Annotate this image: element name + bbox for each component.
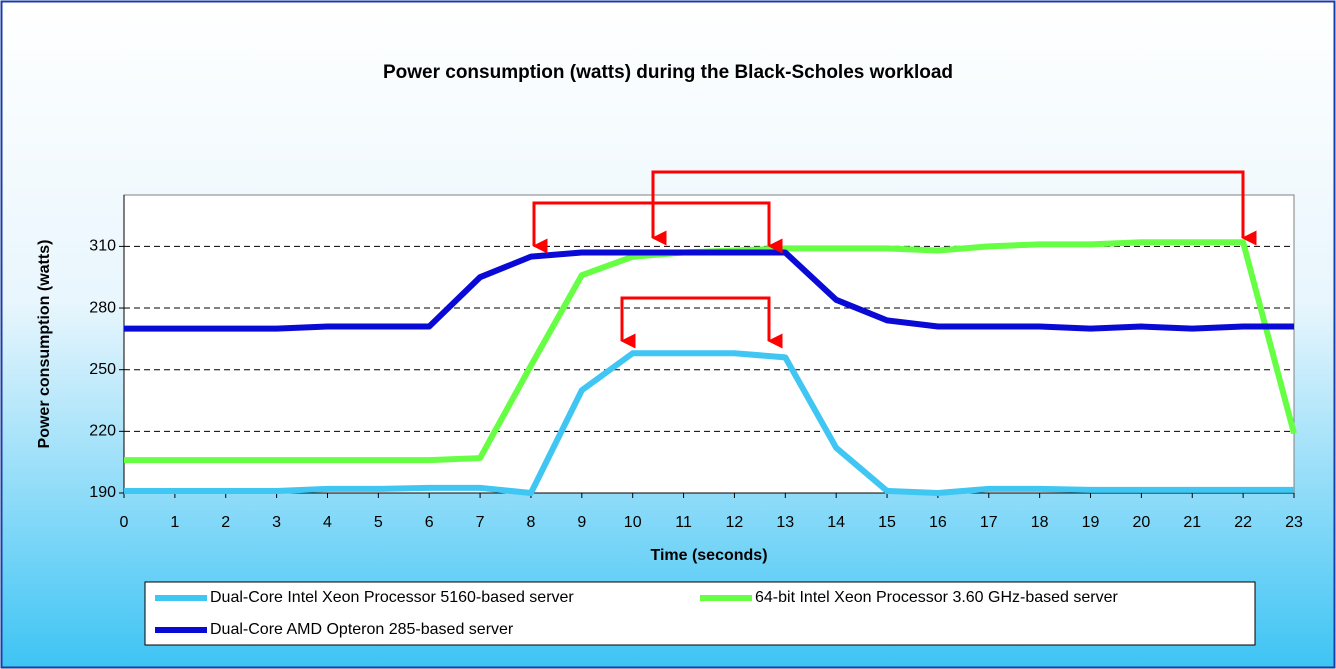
x-tick-label: 15 xyxy=(878,514,896,531)
x-tick-label: 3 xyxy=(272,514,281,531)
legend-label: Dual-Core Intel Xeon Processor 5160-base… xyxy=(210,589,574,606)
x-tick-label: 0 xyxy=(120,514,129,531)
x-tick-label: 9 xyxy=(577,514,586,531)
x-tick-label: 16 xyxy=(929,514,947,531)
arrow xyxy=(532,201,783,254)
arrow xyxy=(620,296,783,349)
legend xyxy=(144,581,1256,646)
x-tick-label: 13 xyxy=(776,514,794,531)
x-tick-label: 11 xyxy=(675,514,692,531)
x-tick-label: 14 xyxy=(827,514,845,531)
legend-label: Dual-Core AMD Opteron 285-based server xyxy=(210,621,514,638)
x-tick-label: 6 xyxy=(425,514,434,531)
x-tick-label: 7 xyxy=(476,514,485,531)
x-tick-label: 21 xyxy=(1183,514,1201,531)
x-axis-label: Time (seconds) xyxy=(650,547,767,564)
x-tick-label: 4 xyxy=(323,514,332,531)
x-tick-label: 23 xyxy=(1285,514,1303,531)
y-tick-label: 310 xyxy=(89,238,116,255)
series-line xyxy=(124,350,1294,496)
annotation-arrows xyxy=(532,170,1257,349)
x-tick-label: 8 xyxy=(527,514,536,531)
arrow xyxy=(651,170,1257,246)
x-tick-label: 10 xyxy=(624,514,642,531)
legend-label: 64-bit Intel Xeon Processor 3.60 GHz-bas… xyxy=(755,589,1119,606)
y-axis-label: Power consumption (watts) xyxy=(36,240,53,449)
x-tick-label: 22 xyxy=(1234,514,1252,531)
x-tick-label: 19 xyxy=(1082,514,1100,531)
x-tick-label: 1 xyxy=(170,514,179,531)
x-tick-label: 17 xyxy=(980,514,998,531)
x-tick-label: 5 xyxy=(374,514,383,531)
x-tick-label: 2 xyxy=(221,514,230,531)
x-tick-label: 18 xyxy=(1031,514,1049,531)
legend-entries: Dual-Core Intel Xeon Processor 5160-base… xyxy=(155,589,1119,638)
y-tick-label: 220 xyxy=(89,423,116,440)
x-tick-label: 20 xyxy=(1132,514,1150,531)
y-tick-label: 190 xyxy=(89,484,116,501)
y-tick-label: 280 xyxy=(89,299,116,316)
y-tick-label: 250 xyxy=(89,361,116,378)
x-tick-label: 12 xyxy=(726,514,744,531)
chart-title: Power consumption (watts) during the Bla… xyxy=(383,62,953,83)
plot-area xyxy=(123,194,1295,494)
